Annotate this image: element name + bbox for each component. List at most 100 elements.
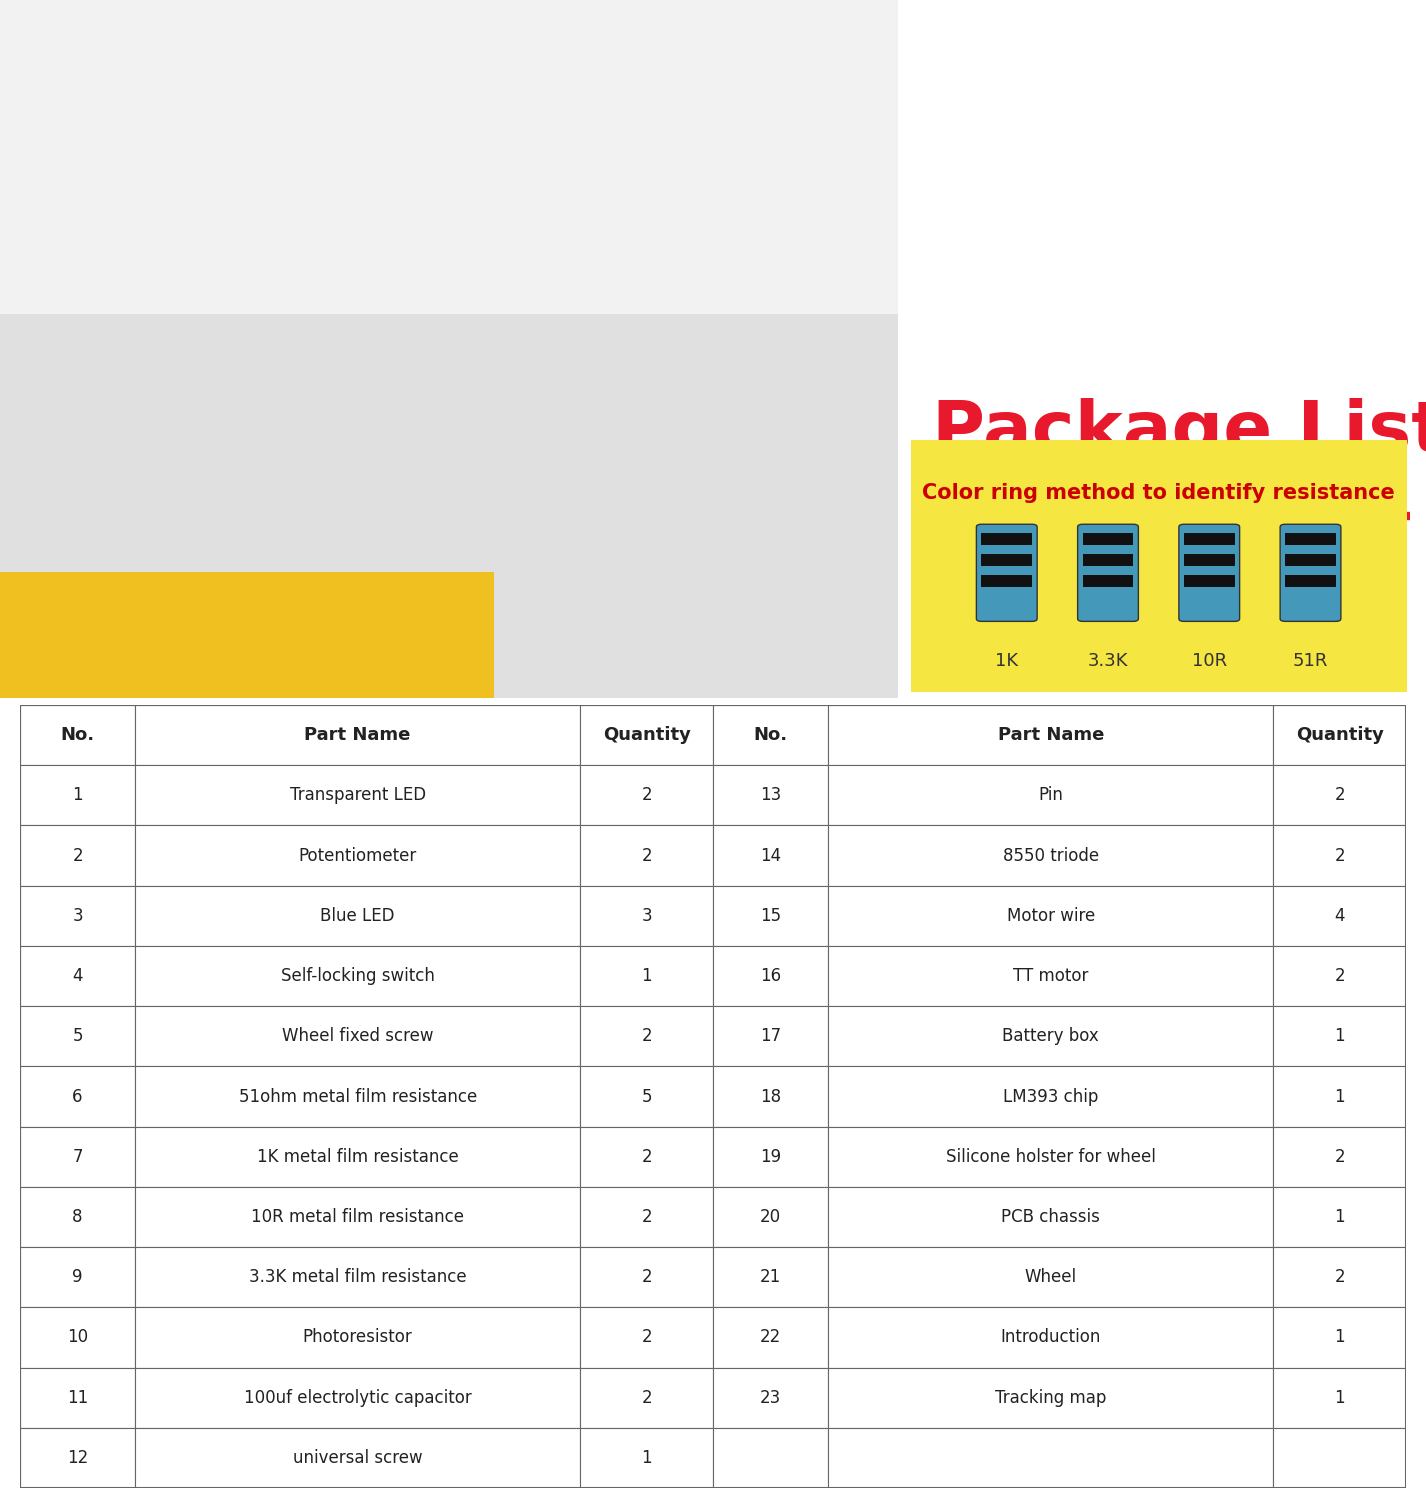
Bar bbox=[580, 1126, 713, 1186]
Bar bbox=[580, 946, 713, 1006]
Bar bbox=[713, 765, 829, 825]
Bar bbox=[1273, 1246, 1406, 1308]
Bar bbox=[1082, 576, 1134, 588]
Bar bbox=[580, 705, 713, 765]
Bar bbox=[713, 946, 829, 1006]
Bar bbox=[20, 946, 135, 1006]
Bar bbox=[829, 885, 1273, 946]
Bar bbox=[20, 705, 135, 765]
Text: 2: 2 bbox=[1335, 968, 1345, 986]
Bar bbox=[580, 1246, 713, 1308]
Text: Pin: Pin bbox=[1038, 786, 1064, 804]
Text: 3.3K: 3.3K bbox=[1088, 651, 1128, 669]
Text: 22: 22 bbox=[760, 1329, 781, 1347]
Bar bbox=[1273, 1007, 1406, 1066]
Bar bbox=[580, 1066, 713, 1126]
Text: 1: 1 bbox=[642, 1449, 652, 1467]
Text: 51ohm metal film resistance: 51ohm metal film resistance bbox=[238, 1088, 476, 1106]
Bar bbox=[1184, 534, 1235, 546]
Text: Battery box: Battery box bbox=[1002, 1028, 1099, 1045]
Bar bbox=[713, 1007, 829, 1066]
Bar bbox=[135, 1007, 580, 1066]
FancyBboxPatch shape bbox=[1281, 525, 1340, 621]
Text: Silicone holster for wheel: Silicone holster for wheel bbox=[945, 1148, 1155, 1166]
Bar bbox=[1285, 555, 1336, 567]
Text: 3: 3 bbox=[642, 908, 652, 926]
Text: 5: 5 bbox=[642, 1088, 652, 1106]
Bar bbox=[1082, 534, 1134, 546]
Text: Wheel: Wheel bbox=[1025, 1268, 1077, 1286]
Text: 2: 2 bbox=[642, 1208, 652, 1225]
Text: 16: 16 bbox=[760, 968, 781, 986]
Bar bbox=[713, 1126, 829, 1186]
Text: LM393 chip: LM393 chip bbox=[1002, 1088, 1098, 1106]
Text: 13: 13 bbox=[760, 786, 781, 804]
Text: 2: 2 bbox=[1335, 786, 1345, 804]
Text: 8: 8 bbox=[73, 1208, 83, 1225]
Text: Quantity: Quantity bbox=[1296, 726, 1383, 744]
Bar bbox=[580, 885, 713, 946]
Bar bbox=[135, 946, 580, 1006]
Text: 9: 9 bbox=[73, 1268, 83, 1286]
Bar bbox=[1273, 1126, 1406, 1186]
Bar bbox=[135, 705, 580, 765]
Bar bbox=[580, 1428, 713, 1488]
Bar bbox=[20, 1066, 135, 1126]
Bar bbox=[0, 572, 495, 698]
Text: 1: 1 bbox=[1335, 1088, 1345, 1106]
Bar bbox=[981, 555, 1032, 567]
Bar bbox=[20, 1186, 135, 1246]
Bar bbox=[1273, 705, 1406, 765]
Text: 5: 5 bbox=[73, 1028, 83, 1045]
Bar bbox=[20, 1126, 135, 1186]
Bar bbox=[580, 1186, 713, 1246]
Bar bbox=[829, 1186, 1273, 1246]
Text: 18: 18 bbox=[760, 1088, 781, 1106]
Text: Wheel fixed screw: Wheel fixed screw bbox=[282, 1028, 434, 1045]
Bar bbox=[20, 825, 135, 885]
Bar bbox=[1273, 1308, 1406, 1368]
Bar bbox=[713, 705, 829, 765]
Text: 12: 12 bbox=[67, 1449, 88, 1467]
Text: Self-locking switch: Self-locking switch bbox=[281, 968, 435, 986]
Bar bbox=[0, 0, 898, 314]
Text: Motor wire: Motor wire bbox=[1007, 908, 1095, 926]
Text: 2: 2 bbox=[642, 1329, 652, 1347]
Bar bbox=[1273, 1066, 1406, 1126]
Bar bbox=[713, 1066, 829, 1126]
Bar bbox=[829, 705, 1273, 765]
Text: 4: 4 bbox=[1335, 908, 1345, 926]
Bar bbox=[829, 1308, 1273, 1368]
FancyBboxPatch shape bbox=[977, 525, 1037, 621]
Bar bbox=[580, 1308, 713, 1368]
Bar bbox=[829, 1007, 1273, 1066]
Text: 8550 triode: 8550 triode bbox=[1002, 846, 1099, 864]
Bar bbox=[829, 946, 1273, 1006]
Bar bbox=[1285, 576, 1336, 588]
Text: 2: 2 bbox=[642, 846, 652, 864]
Bar bbox=[713, 1308, 829, 1368]
FancyBboxPatch shape bbox=[1078, 525, 1138, 621]
Text: 15: 15 bbox=[760, 908, 781, 926]
Text: 4: 4 bbox=[73, 968, 83, 986]
Text: 3: 3 bbox=[73, 908, 83, 926]
Bar bbox=[1273, 946, 1406, 1006]
Text: 1: 1 bbox=[1335, 1028, 1345, 1045]
Bar bbox=[829, 1428, 1273, 1488]
Bar bbox=[1273, 765, 1406, 825]
Text: 10R: 10R bbox=[1192, 651, 1226, 669]
Bar bbox=[1184, 576, 1235, 588]
Bar bbox=[580, 825, 713, 885]
Text: 2: 2 bbox=[1335, 846, 1345, 864]
Text: 2: 2 bbox=[642, 1389, 652, 1407]
Text: 2: 2 bbox=[642, 1028, 652, 1045]
Text: 1: 1 bbox=[1335, 1329, 1345, 1347]
Bar bbox=[20, 1007, 135, 1066]
Bar bbox=[981, 576, 1032, 588]
Text: 14: 14 bbox=[760, 846, 781, 864]
Bar bbox=[1184, 555, 1235, 567]
Text: 2: 2 bbox=[642, 1268, 652, 1286]
Text: 21: 21 bbox=[760, 1268, 781, 1286]
Bar bbox=[135, 1186, 580, 1246]
Text: 19: 19 bbox=[760, 1148, 781, 1166]
